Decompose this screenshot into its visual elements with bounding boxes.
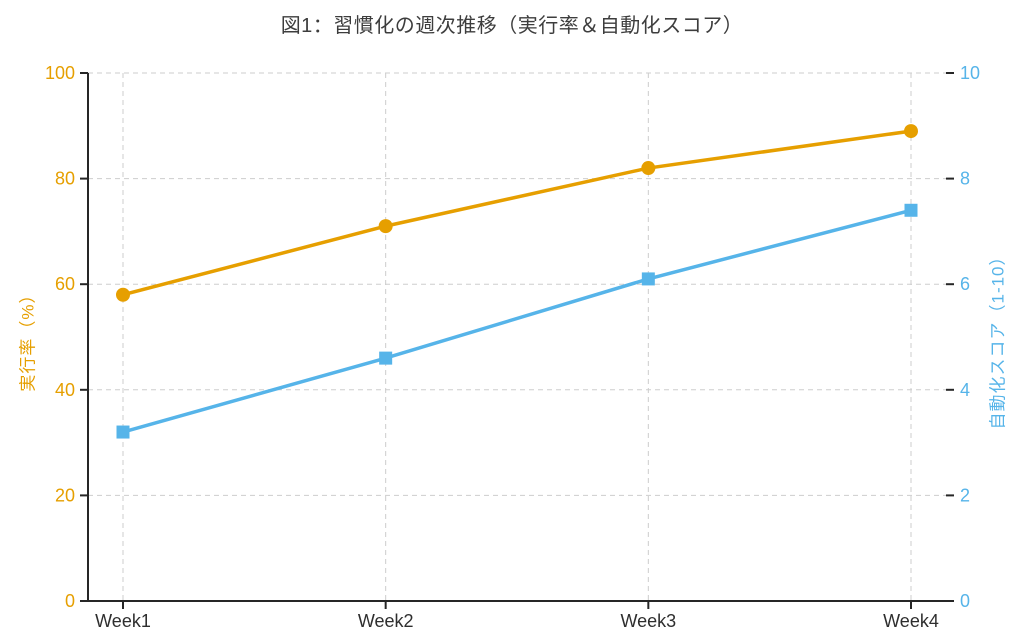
- data-point-circle: [904, 124, 918, 139]
- x-tick-label: Week1: [95, 611, 151, 631]
- right-tick-label: 10: [960, 63, 980, 83]
- left-tick-label: 40: [55, 380, 75, 400]
- left-tick-label: 60: [55, 274, 75, 294]
- x-tick-label: Week3: [620, 611, 676, 631]
- x-tick-label: Week4: [883, 611, 939, 631]
- x-tick-label: Week2: [358, 611, 414, 631]
- series-line-right: [121, 208, 913, 434]
- right-tick-label: 4: [960, 380, 970, 400]
- series-line-left: [121, 129, 913, 297]
- right-tick-label: 2: [960, 485, 970, 505]
- data-point-circle: [116, 287, 130, 302]
- left-tick-label: 20: [55, 485, 75, 505]
- right-tick-label: 0: [960, 591, 970, 611]
- left-tick-label: 100: [45, 63, 75, 83]
- data-point-circle: [378, 219, 393, 234]
- left-tick-label: 0: [65, 591, 75, 611]
- data-point-square: [641, 272, 655, 286]
- data-point-circle: [641, 161, 656, 176]
- left-tick-label: 80: [55, 169, 75, 189]
- right-tick-label: 6: [960, 274, 970, 294]
- right-tick-label: 8: [960, 169, 970, 189]
- data-point-square: [116, 425, 130, 439]
- chart-title: 図1：習慣化の週次推移（実行率＆自動化スコア）: [280, 15, 744, 37]
- data-point-square: [904, 203, 918, 217]
- data-point-square: [379, 351, 393, 365]
